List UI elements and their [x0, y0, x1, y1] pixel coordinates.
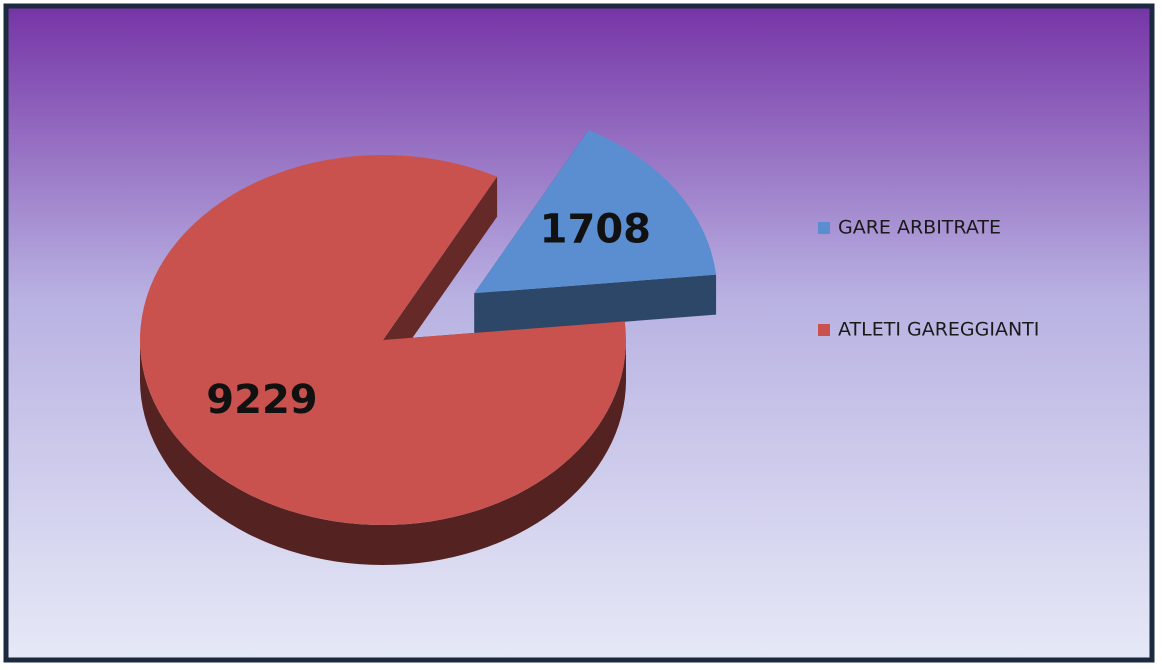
pie-slice: [140, 154, 627, 565]
slice-top: [140, 154, 627, 525]
legend-swatch: [818, 324, 830, 336]
legend-label: ATLETI GAREGGIANTI: [838, 319, 1039, 341]
slice-face: [383, 176, 498, 380]
pie: 1708 9229: [140, 129, 717, 565]
slice-top: [474, 129, 717, 294]
data-label: 9229: [206, 377, 317, 423]
legend: GARE ARBITRATE ATLETI GAREGGIANTI: [818, 217, 1039, 341]
legend-swatch: [818, 222, 830, 234]
pie-slice: [474, 129, 717, 334]
legend-label: GARE ARBITRATE: [838, 217, 1001, 239]
data-label: 1708: [540, 206, 651, 252]
slice-side: [140, 340, 626, 565]
slice-face: [474, 274, 717, 334]
